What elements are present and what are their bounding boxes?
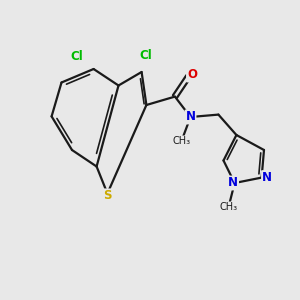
Text: O: O [187,68,197,82]
Text: S: S [103,189,112,203]
Text: CH₃: CH₃ [172,136,190,146]
Text: Cl: Cl [140,49,152,62]
Text: N: N [262,171,272,184]
Text: N: N [228,176,238,190]
Text: N: N [185,110,196,124]
Text: CH₃: CH₃ [220,202,238,212]
Text: Cl: Cl [71,50,83,63]
